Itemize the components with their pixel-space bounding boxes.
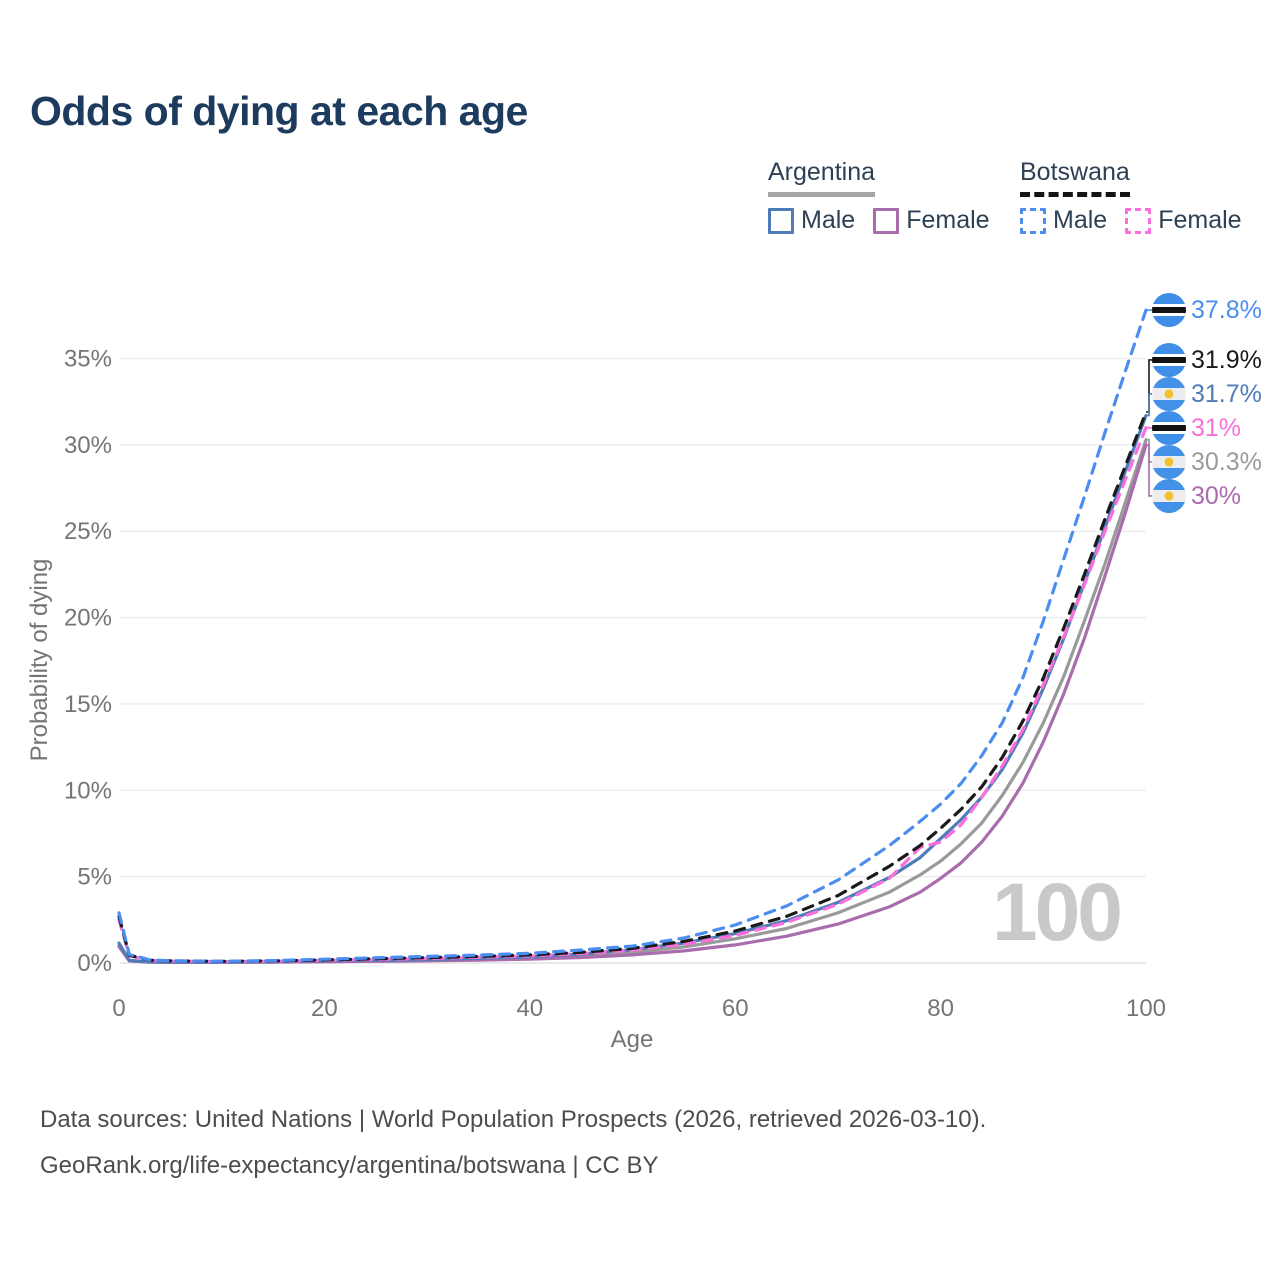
end-label-value: 30.3% bbox=[1191, 448, 1262, 476]
legend-swatch-botswana-female-icon[interactable] bbox=[1125, 207, 1152, 234]
series-line-botswana bbox=[117, 410, 1148, 963]
x-tick-label: 20 bbox=[311, 995, 338, 1022]
botswana-flag-icon bbox=[1152, 293, 1186, 327]
series-line-botswana-female bbox=[117, 426, 1148, 964]
legend-label-botswana-male[interactable]: Male bbox=[1053, 206, 1108, 234]
footer-sources: Data sources: United Nations | World Pop… bbox=[40, 1106, 987, 1133]
x-tick-label: 100 bbox=[1126, 995, 1166, 1022]
argentina-flag-icon bbox=[1152, 377, 1186, 411]
footer-attribution: GeoRank.org/life-expectancy/argentina/bo… bbox=[40, 1152, 659, 1179]
y-axis-title: Probability of dying bbox=[26, 558, 53, 762]
end-label-value: 37.8% bbox=[1191, 296, 1262, 324]
x-tick-label: 40 bbox=[516, 995, 543, 1022]
legend-group-botswana: Botswana Male Female bbox=[1020, 158, 1260, 235]
end-label-value: 30% bbox=[1191, 482, 1242, 510]
y-tick-label: 10% bbox=[64, 777, 112, 804]
legend-swatch-botswana-male-icon[interactable] bbox=[1020, 207, 1046, 234]
series-lines bbox=[117, 308, 1148, 964]
legend-label-argentina-male[interactable]: Male bbox=[801, 206, 856, 234]
end-label-value: 31.7% bbox=[1191, 380, 1262, 408]
series-line-botswana-male bbox=[117, 308, 1148, 963]
series-line-argentina bbox=[117, 438, 1148, 964]
leader-line bbox=[1146, 393, 1152, 417]
end-label-botswana: 31.9% bbox=[1152, 343, 1262, 377]
y-tick-label: 0% bbox=[77, 950, 112, 977]
x-tick-label: 0 bbox=[112, 995, 125, 1022]
x-axis-title: Age bbox=[610, 1026, 654, 1053]
y-tick-label: 15% bbox=[64, 691, 112, 718]
end-label-argentina-female: 30% bbox=[1152, 479, 1241, 513]
y-tick-label: 20% bbox=[64, 605, 112, 632]
x-tick-label: 80 bbox=[927, 995, 954, 1022]
legend-swatch-argentina-female-icon[interactable] bbox=[873, 207, 900, 234]
y-tick-label: 30% bbox=[64, 432, 112, 459]
legend-label-argentina-female[interactable]: Female bbox=[906, 206, 990, 234]
legend-country-botswana[interactable]: Botswana bbox=[1020, 158, 1130, 197]
end-label-botswana-male: 37.8% bbox=[1152, 293, 1262, 327]
page-title: Odds of dying at each age bbox=[30, 88, 528, 134]
legend-swatch-argentina-male-icon[interactable] bbox=[768, 207, 794, 234]
y-tick-label: 25% bbox=[64, 518, 112, 545]
botswana-flag-icon bbox=[1152, 343, 1186, 377]
end-label-value: 31% bbox=[1191, 414, 1242, 442]
legend-group-argentina: Argentina Male Female bbox=[768, 158, 1008, 235]
end-label-argentina: 30.3% bbox=[1152, 445, 1262, 479]
end-label-argentina-male: 31.7% bbox=[1152, 377, 1262, 411]
leader-line bbox=[1146, 444, 1152, 497]
y-tick-label: 35% bbox=[64, 346, 112, 373]
watermark-age-100: 100 bbox=[992, 867, 1123, 958]
argentina-flag-icon bbox=[1152, 445, 1186, 479]
argentina-flag-icon bbox=[1152, 479, 1186, 513]
legend-country-argentina[interactable]: Argentina bbox=[768, 158, 876, 197]
footer: Data sources: United Nations | World Pop… bbox=[40, 1106, 986, 1198]
legend-label-botswana-female[interactable]: Female bbox=[1158, 206, 1242, 234]
label-leader-lines bbox=[1146, 309, 1152, 497]
botswana-flag-icon bbox=[1152, 411, 1186, 445]
series-line-argentina-male bbox=[117, 413, 1148, 964]
y-tick-label: 5% bbox=[77, 864, 112, 891]
leader-line bbox=[1146, 359, 1152, 413]
end-label-value: 31.9% bbox=[1191, 346, 1262, 374]
end-label-botswana-female: 31% bbox=[1152, 411, 1241, 445]
gridlines: 0% 5% 10% 15% 20% 25% 30% 35% bbox=[64, 346, 1146, 977]
x-tick-label: 60 bbox=[722, 995, 749, 1022]
